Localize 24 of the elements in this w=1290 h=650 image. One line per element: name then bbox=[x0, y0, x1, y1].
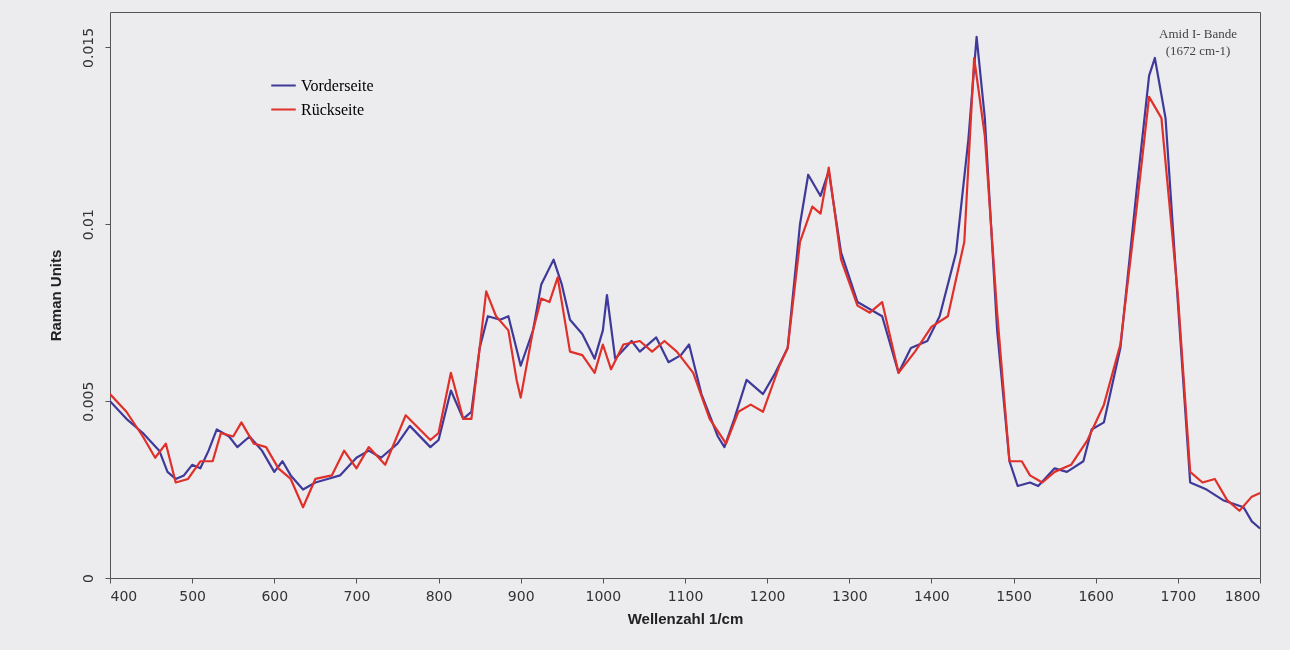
y-tick-label: 0.005 bbox=[79, 381, 96, 422]
annotation: Amid I- Bande (1672 cm-1) bbox=[1159, 26, 1238, 58]
y-tick-label: 0.01 bbox=[79, 209, 96, 241]
legend-label: Vorderseite bbox=[301, 76, 374, 94]
x-tick-label: 1000 bbox=[585, 587, 622, 604]
x-tick-label: 1200 bbox=[749, 587, 786, 604]
y-tick-label: 0.015 bbox=[79, 27, 96, 68]
x-tick-label: 1600 bbox=[1078, 587, 1115, 604]
x-tick-label: 700 bbox=[343, 587, 371, 604]
x-axis-title: Wellenzahl 1/cm bbox=[627, 609, 744, 627]
x-tick-label: 1800 bbox=[1224, 587, 1261, 604]
x-tick-label: 500 bbox=[179, 587, 207, 604]
y-axis-title: Raman Units bbox=[46, 249, 64, 342]
x-tick-label: 1500 bbox=[996, 587, 1032, 604]
x-tick-label: 900 bbox=[507, 587, 535, 604]
y-tick-label: 0 bbox=[79, 574, 96, 583]
x-tick-label: 400 bbox=[110, 587, 138, 604]
x-tick-label: 1100 bbox=[667, 587, 704, 604]
x-tick-label: 1300 bbox=[831, 587, 868, 604]
x-tick-label: 1400 bbox=[914, 587, 950, 604]
x-tick-label: 800 bbox=[425, 587, 453, 604]
x-tick-label: 1700 bbox=[1160, 587, 1197, 604]
legend-label: Rückseite bbox=[301, 100, 365, 118]
x-tick-label: 600 bbox=[261, 587, 289, 604]
